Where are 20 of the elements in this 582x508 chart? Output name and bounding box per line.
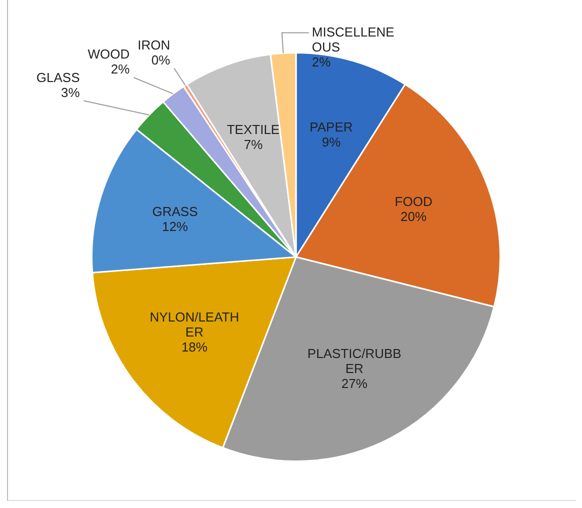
data-label: 2% [312, 54, 332, 70]
slice-label: GRASS [152, 204, 198, 219]
data-label: 3% [60, 84, 80, 100]
slice-label: TEXTILE [226, 122, 280, 137]
data-label: 0% [151, 52, 171, 68]
data-label: 9% [322, 134, 342, 150]
data-label: 12% [162, 218, 188, 234]
data-label: 20% [400, 209, 428, 224]
slice-label: NYLON/LEATHER [150, 309, 240, 340]
slice-label: PAPER [310, 119, 353, 134]
slice-label: MISCELLENEOUS [312, 24, 395, 54]
data-label: 18% [181, 339, 208, 354]
slice-label: FOOD [394, 194, 432, 210]
slice-label: PLASTIC/RUBBER [307, 346, 402, 376]
data-label: 27% [341, 376, 368, 391]
data-label: 2% [110, 62, 130, 77]
data-label: 7% [244, 136, 264, 152]
slice-label: WOOD [88, 46, 130, 62]
slice-label: IRON [138, 37, 170, 52]
slice-label: GLASS [36, 70, 80, 85]
